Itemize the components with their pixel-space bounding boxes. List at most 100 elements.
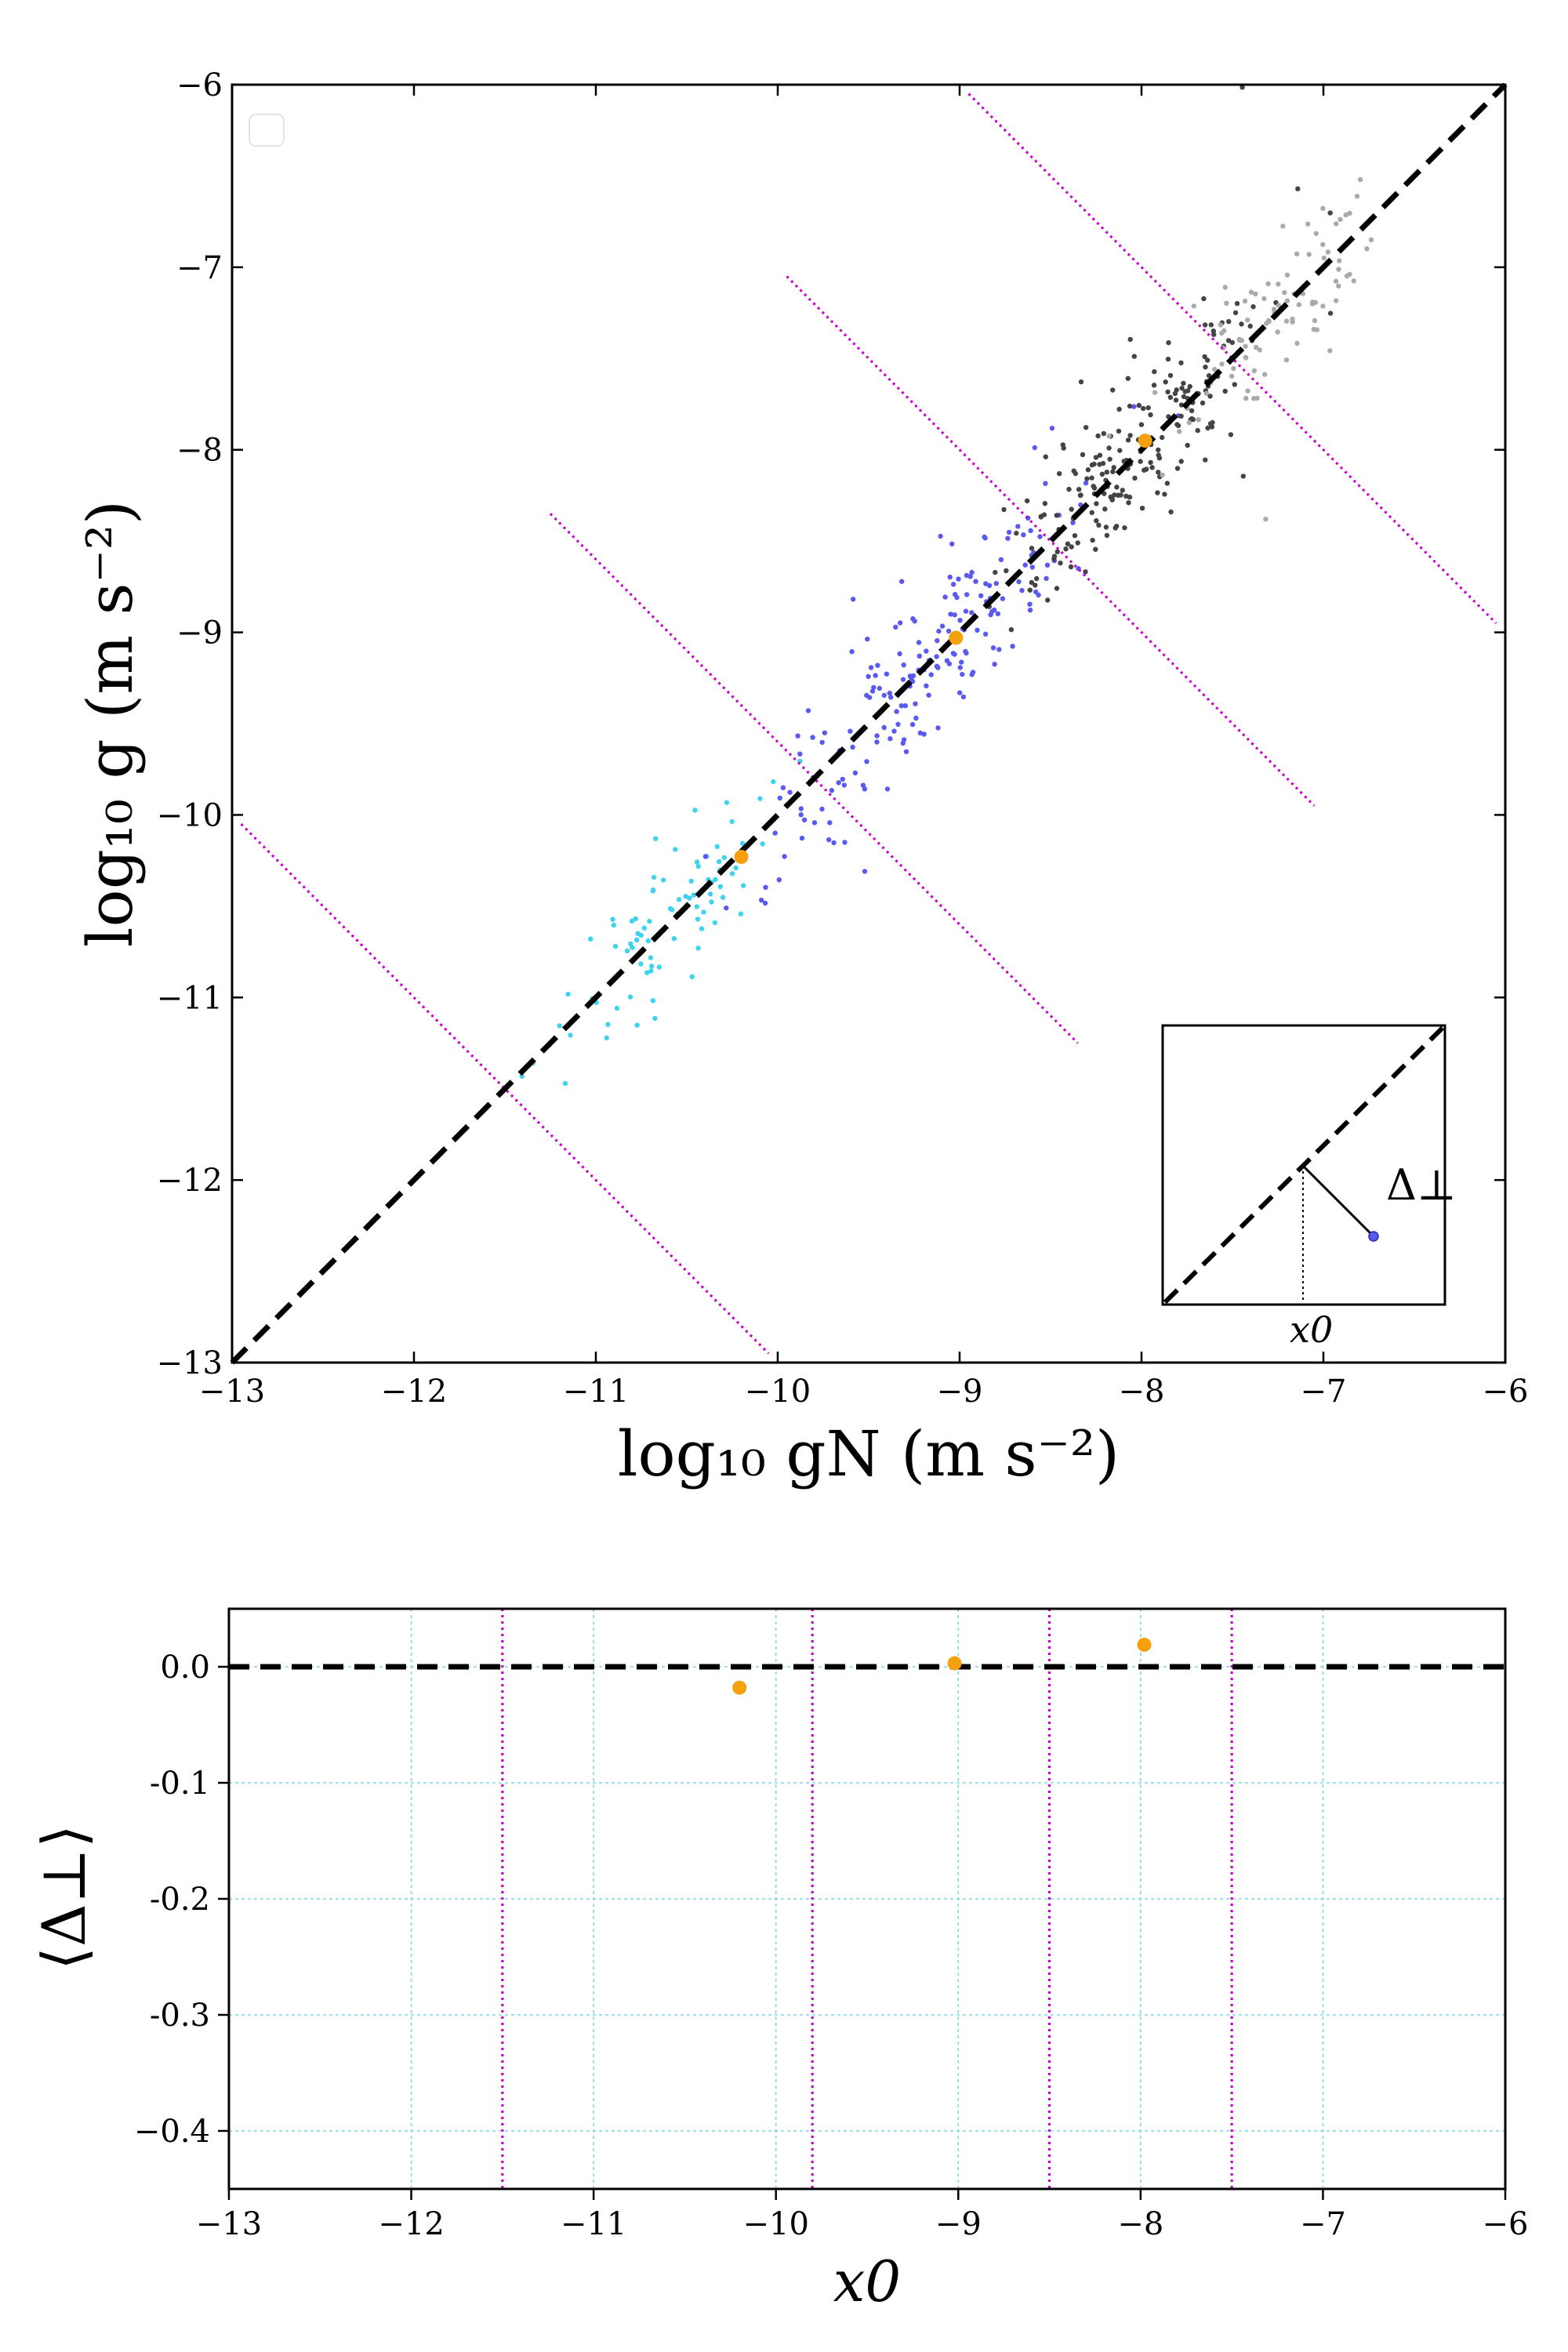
scatter-point	[1080, 452, 1086, 458]
x-tick-label: −10	[743, 2206, 809, 2242]
scatter-point	[1251, 368, 1258, 373]
x-tick-label: −9	[937, 1374, 983, 1410]
top-panel-main-scatter: Δ⊥ x0 −13 −12 −11 −10 −9 −8 −7 −6 −13 −12 −11 −10 −9…	[74, 67, 1528, 1490]
scatter-point	[1354, 194, 1360, 199]
scatter-point	[677, 897, 682, 902]
scatter-point	[877, 685, 883, 691]
scatter-point	[1045, 597, 1051, 603]
y-tick-label: −7	[176, 250, 223, 286]
scatter-point	[648, 968, 654, 974]
scatter-point	[1201, 296, 1207, 302]
x-tick-label: −11	[561, 2206, 626, 2242]
scatter-point	[849, 649, 855, 655]
scatter-point	[1243, 395, 1249, 401]
scatter-point	[887, 690, 893, 696]
scatter-point	[1306, 252, 1312, 257]
scatter-point	[1139, 506, 1145, 511]
scatter-point	[913, 715, 919, 721]
scatter-point	[1248, 289, 1254, 295]
scatter-point	[717, 884, 723, 890]
scatter-point	[1083, 481, 1089, 486]
scatter-point	[1191, 303, 1197, 309]
scatter-point	[611, 922, 616, 928]
scatter-point	[1054, 586, 1060, 591]
scatter-point	[757, 796, 763, 801]
scatter-point	[1054, 513, 1060, 518]
bottom-x-axis-title: x0	[833, 2249, 901, 2314]
legend-box	[249, 114, 285, 147]
scatter-point	[798, 812, 804, 818]
scatter-point	[1043, 481, 1048, 486]
scatter-point	[1162, 492, 1167, 497]
scatter-point	[1110, 387, 1116, 393]
scatter-point	[946, 628, 952, 634]
bottom-y-axis-title: ⟨Δ⊥⟩	[29, 1824, 99, 1970]
x-tick-label: −9	[935, 2206, 982, 2242]
scatter-point	[811, 820, 818, 826]
scatter-point	[901, 662, 906, 668]
scatter-point	[1311, 326, 1317, 332]
scatter-point	[952, 612, 957, 618]
scatter-point	[1136, 402, 1142, 408]
scatter-point	[1320, 303, 1326, 309]
scatter-point	[1210, 328, 1217, 334]
scatter-point	[916, 653, 923, 659]
bin-boundary-line	[549, 513, 1079, 1044]
scatter-point	[1089, 475, 1094, 481]
scatter-point	[1313, 230, 1319, 236]
scatter-point	[634, 937, 640, 943]
scatter-point	[776, 877, 782, 883]
scatter-point	[1320, 241, 1326, 248]
scatter-point	[1110, 469, 1116, 474]
scatter-point	[713, 877, 718, 883]
scatter-point	[952, 652, 957, 657]
scatter-point	[983, 581, 989, 586]
scatter-point	[819, 806, 825, 812]
scatter-point	[1271, 307, 1277, 312]
scatter-point	[633, 916, 638, 922]
scatter-point	[1090, 537, 1095, 543]
scatter-point	[635, 931, 641, 937]
x-tick-label: −12	[381, 1374, 447, 1410]
scatter-point	[644, 970, 650, 975]
scatter-point	[993, 581, 1000, 586]
scatter-point	[1125, 437, 1131, 443]
scatter-point	[1280, 223, 1286, 229]
scatter-point	[992, 662, 997, 667]
scatter-point	[960, 694, 967, 700]
scatter-point	[1351, 278, 1357, 284]
scatter-point	[628, 941, 633, 947]
scatter-point	[935, 665, 941, 670]
scatter-point	[973, 579, 978, 584]
top-x-axis-title: log₁₀ gN (m s⁻²)	[618, 1417, 1120, 1490]
scatter-point	[1077, 492, 1083, 498]
scatter-point	[949, 541, 955, 546]
scatter-point	[692, 808, 698, 813]
scatter-point	[771, 779, 776, 785]
bottom-panel-residuals: −13 −12 −11 −10 −9 −8 −7 −60.0-0.1-0.2-0.3−0.4 …	[29, 1607, 1528, 2314]
scatter-point	[1152, 390, 1158, 395]
scatter-point	[1320, 205, 1326, 211]
scatter-point	[948, 612, 953, 617]
scatter-point	[950, 582, 956, 587]
scatter-point	[1263, 516, 1269, 522]
scatter-point	[1254, 395, 1260, 401]
scatter-point	[721, 855, 727, 861]
scatter-point	[1027, 608, 1033, 613]
scatter-point	[1106, 445, 1112, 451]
scatter-point	[1058, 561, 1063, 566]
scatter-point	[1044, 575, 1049, 581]
scatter-point	[1041, 512, 1047, 517]
scatter-point	[910, 616, 916, 622]
inset-delta-label: Δ⊥	[1386, 1160, 1457, 1210]
scatter-point	[1000, 596, 1006, 601]
scatter-point	[969, 672, 975, 677]
scatter-point	[1283, 357, 1290, 363]
scatter-point	[797, 751, 803, 757]
scatter-point	[1066, 486, 1072, 492]
scatter-point	[1010, 644, 1015, 649]
scatter-point	[782, 854, 787, 859]
scatter-point	[707, 891, 713, 897]
scatter-point	[1027, 587, 1033, 593]
